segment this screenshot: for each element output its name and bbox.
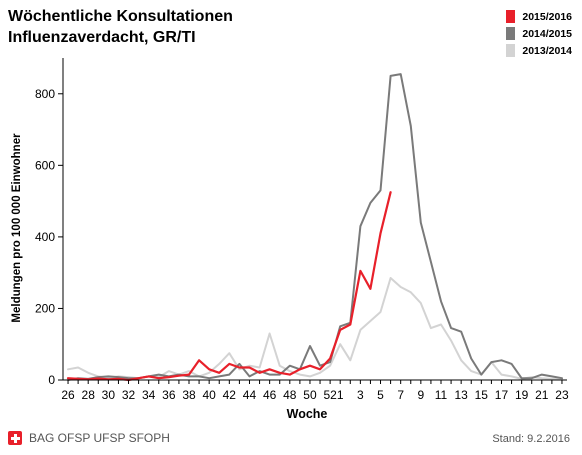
legend-item-2013-2014: 2013/2014: [506, 42, 572, 59]
x-tick-label: 36: [162, 388, 176, 402]
x-tick-label: 19: [515, 388, 529, 402]
x-tick-label: 21: [535, 388, 549, 402]
x-tick-label: 40: [202, 388, 216, 402]
x-tick-label: 15: [475, 388, 489, 402]
x-tick-label: 23: [555, 388, 569, 402]
legend-item-2014-2015: 2014/2015: [506, 25, 572, 42]
series-line-2015-2016: [66, 191, 392, 382]
x-tick-label: 50: [303, 388, 317, 402]
x-tick-label: 5: [377, 388, 384, 402]
y-tick-label: 200: [35, 301, 55, 315]
y-axis-label: Meldungen pro 100 000 Einwohner: [11, 133, 23, 323]
series-line-2014-2015: [67, 73, 563, 381]
x-tick-label: 48: [283, 388, 297, 402]
x-tick-label: 13: [454, 388, 468, 402]
y-tick-label: 800: [35, 87, 55, 101]
legend-label: 2014/2015: [522, 27, 572, 40]
series-line-2013-2014: [67, 277, 563, 380]
y-tick-label: 0: [48, 373, 55, 387]
y-tick-label: 400: [35, 230, 55, 244]
x-axis-label: Woche: [287, 407, 328, 421]
swiss-flag-icon: [8, 431, 22, 445]
x-tick-label: 9: [417, 388, 424, 402]
x-tick-label: 34: [142, 388, 156, 402]
x-tick-label: 30: [102, 388, 116, 402]
chart-title-line1: Wöchentliche Konsultationen: [8, 8, 233, 25]
legend-label: 2013/2014: [522, 44, 572, 57]
legend: 2015/2016 2014/2015 2013/2014: [506, 8, 572, 59]
legend-swatch: [506, 10, 516, 23]
x-tick-label: 11: [435, 388, 448, 402]
x-tick-label: 26: [61, 388, 75, 402]
legend-item-2015-2016: 2015/2016: [506, 8, 572, 25]
x-tick-label: 38: [182, 388, 196, 402]
x-tick-label: 17: [495, 388, 509, 402]
legend-label: 2015/2016: [522, 10, 572, 23]
x-tick-label: 1: [337, 388, 344, 402]
x-tick-label: 46: [263, 388, 277, 402]
x-tick-label: 7: [397, 388, 404, 402]
x-tick-label: 28: [82, 388, 96, 402]
x-tick-label: 42: [223, 388, 237, 402]
chart-title-line2: Influenzaverdacht, GR/TI: [8, 29, 196, 46]
legend-swatch: [506, 44, 516, 57]
chart-title: Wöchentliche Konsultationen Influenzaver…: [8, 6, 233, 48]
org-name: BAG OFSP UFSP SFOPH: [29, 431, 170, 445]
x-tick-label: 52: [323, 388, 337, 402]
footer-org: BAG OFSP UFSP SFOPH: [8, 431, 170, 445]
x-tick-label: 32: [122, 388, 136, 402]
x-tick-label: 44: [243, 388, 257, 402]
legend-swatch: [506, 27, 516, 40]
y-tick-label: 600: [35, 158, 55, 172]
stand-date: Stand: 9.2.2016: [492, 433, 570, 445]
x-tick-label: 3: [357, 388, 364, 402]
